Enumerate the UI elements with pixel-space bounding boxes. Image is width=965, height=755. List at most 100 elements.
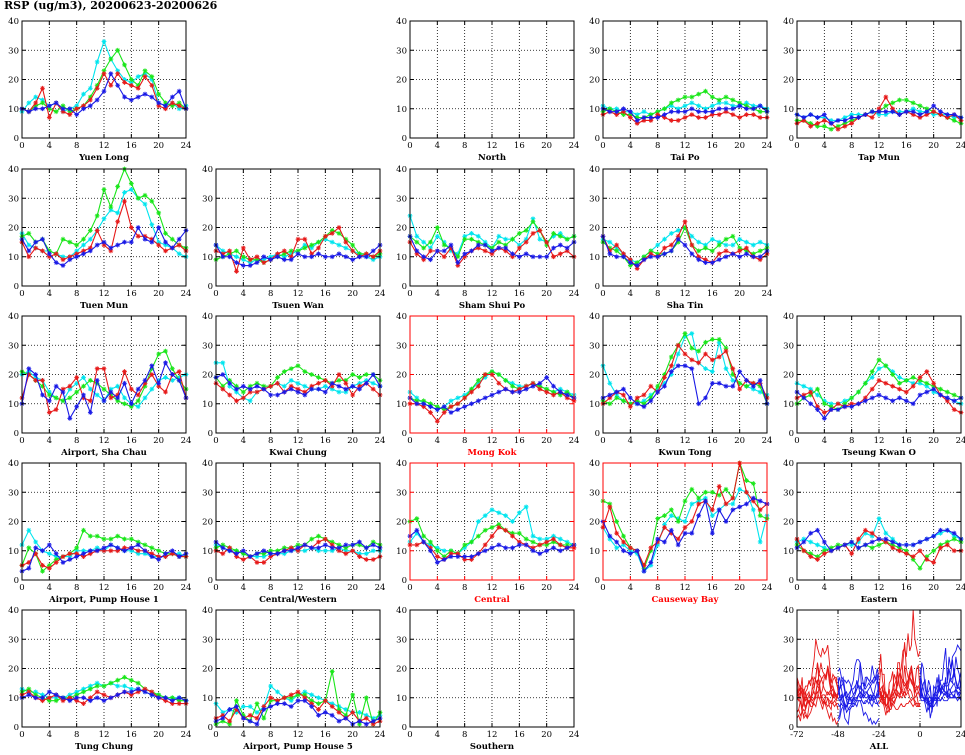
- data-point-green: [128, 677, 134, 683]
- data-point-blue: [482, 548, 488, 554]
- data-point-cyan: [689, 331, 695, 336]
- data-point-cyan: [74, 248, 80, 254]
- x-tick-label: 0: [19, 730, 24, 740]
- data-point-red: [869, 115, 875, 120]
- data-point-green: [288, 248, 294, 254]
- data-point-blue: [448, 554, 454, 559]
- data-point-green: [737, 245, 743, 251]
- data-point-blue: [821, 112, 827, 117]
- data-point-cyan: [247, 398, 253, 404]
- data-point-blue: [808, 530, 814, 536]
- data-point-red: [801, 118, 807, 123]
- data-point-cyan: [26, 527, 32, 533]
- data-point-green: [821, 123, 827, 129]
- data-point-green: [510, 530, 515, 536]
- data-point-red: [944, 115, 950, 120]
- data-point-blue: [655, 389, 661, 395]
- data-point-blue: [897, 395, 902, 401]
- data-point-red: [60, 257, 66, 263]
- data-point-blue: [716, 257, 722, 263]
- data-point-green: [849, 395, 855, 401]
- x-tick-label: 12: [487, 141, 498, 151]
- x-tick-label: 0: [213, 436, 218, 446]
- data-point-blue: [234, 704, 239, 709]
- data-point-blue: [275, 701, 280, 706]
- data-point-cyan: [924, 383, 930, 389]
- data-point-blue: [343, 715, 349, 721]
- data-point-cyan: [363, 551, 369, 557]
- data-point-red: [709, 112, 715, 117]
- data-point-red: [744, 112, 749, 117]
- data-point-green: [496, 522, 502, 527]
- data-point-cyan: [668, 372, 674, 377]
- data-point-green: [469, 236, 474, 242]
- data-point-red: [322, 698, 328, 704]
- x-tick-label: 12: [293, 289, 304, 299]
- data-point-blue: [169, 548, 175, 554]
- data-point-red: [60, 109, 66, 115]
- data-point-green: [696, 91, 702, 97]
- data-point-green: [469, 386, 474, 392]
- x-tick-label: 20: [153, 730, 164, 740]
- data-point-blue: [275, 254, 280, 260]
- x-tick-label: 24: [762, 289, 773, 299]
- data-point-red: [510, 533, 515, 539]
- data-point-blue: [696, 109, 702, 115]
- y-tick-label: 0: [208, 429, 213, 439]
- data-point-red: [641, 118, 647, 123]
- data-point-green: [897, 97, 902, 103]
- data-point-red: [316, 707, 321, 712]
- data-point-red: [67, 112, 73, 117]
- data-point-red: [621, 251, 626, 257]
- data-point-red: [254, 560, 260, 565]
- data-point-green: [627, 401, 633, 407]
- data-point-red: [156, 103, 162, 109]
- data-point-green: [648, 112, 654, 117]
- data-point-blue: [744, 501, 749, 507]
- data-point-blue: [428, 548, 433, 554]
- data-point-cyan: [53, 554, 59, 559]
- data-point-green: [101, 683, 107, 689]
- data-point-cyan: [564, 539, 570, 545]
- data-point-blue: [220, 545, 226, 551]
- data-point-red: [350, 548, 356, 554]
- data-point-red: [469, 557, 474, 562]
- data-point-blue: [309, 545, 315, 551]
- data-point-red: [163, 106, 168, 112]
- data-point-blue: [842, 118, 848, 123]
- x-tick-label: 20: [153, 583, 164, 593]
- data-point-green: [122, 401, 127, 407]
- data-point-cyan: [122, 77, 127, 82]
- data-point-cyan: [510, 380, 515, 386]
- data-point-red: [897, 386, 902, 392]
- x-tick-label: 0: [794, 436, 799, 446]
- data-point-blue: [621, 386, 626, 392]
- data-point-blue: [475, 242, 481, 248]
- data-point-blue: [849, 404, 855, 410]
- data-point-blue: [510, 545, 515, 551]
- x-tick-label: 20: [347, 730, 358, 740]
- data-point-red: [169, 701, 175, 706]
- data-point-cyan: [33, 539, 39, 545]
- data-point-cyan: [849, 542, 855, 548]
- y-tick-label: 10: [396, 400, 407, 410]
- data-point-red: [627, 545, 633, 551]
- data-point-red: [46, 565, 52, 571]
- data-point-blue: [434, 560, 440, 565]
- data-point-red: [275, 251, 280, 257]
- data-point-cyan: [254, 554, 260, 559]
- data-point-blue: [176, 236, 182, 242]
- data-point-red: [336, 548, 342, 554]
- station-label: Kwun Tong: [658, 448, 711, 458]
- data-point-red: [849, 401, 855, 407]
- data-point-green: [496, 372, 502, 377]
- x-tick-label: 4: [628, 141, 633, 151]
- data-point-blue: [815, 115, 820, 120]
- data-point-blue: [614, 109, 620, 115]
- data-point-blue: [801, 115, 807, 120]
- data-point-green: [757, 513, 763, 519]
- data-point-green: [142, 68, 148, 74]
- data-point-blue: [730, 383, 736, 389]
- x-tick-label: 20: [928, 583, 939, 593]
- data-point-red: [108, 548, 114, 554]
